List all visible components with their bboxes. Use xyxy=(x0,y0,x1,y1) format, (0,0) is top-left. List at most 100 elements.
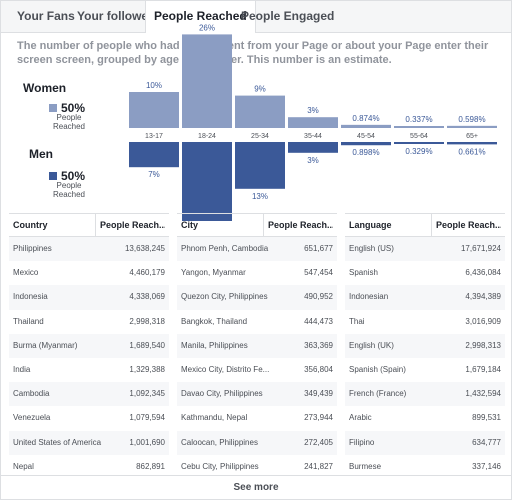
data-label-women: 10% xyxy=(146,81,162,90)
data-label-women: 26% xyxy=(199,23,215,32)
table-row: Philippines 13,638,245 xyxy=(9,237,169,262)
row-value: 1,689,540 xyxy=(129,340,165,350)
table-row: Cebu City, Philippines 241,827 xyxy=(177,455,337,479)
table-row: Filipino 634,777 xyxy=(345,430,505,455)
row-value: 1,092,345 xyxy=(129,389,165,399)
row-label: Kathmandu, Nepal xyxy=(181,413,248,423)
city-table: City People Reach... Phnom Penh, Cambodi… xyxy=(177,213,337,479)
row-value: 273,944 xyxy=(304,413,333,423)
row-label: Burma (Myanmar) xyxy=(13,340,78,350)
bar-women xyxy=(129,92,179,128)
table-row: Spanish (Spain) 1,679,184 xyxy=(345,358,505,382)
column-header[interactable]: Country xyxy=(13,220,48,230)
row-value: 4,394,389 xyxy=(465,292,501,302)
category-label: 25-34 xyxy=(251,133,269,140)
row-label: Quezon City, Philippines xyxy=(181,292,268,302)
row-label: Bangkok, Thailand xyxy=(181,316,248,326)
table-row: Mexico City, Distrito Fe... 356,804 xyxy=(177,358,337,382)
row-label: Spanish (Spain) xyxy=(349,364,406,374)
column-header[interactable]: People Reach... xyxy=(263,214,333,236)
bar-men xyxy=(447,142,497,145)
row-value: 2,998,313 xyxy=(465,340,501,350)
column-header[interactable]: People Reach... xyxy=(431,214,501,236)
row-value: 363,369 xyxy=(304,340,333,350)
column-header[interactable]: City xyxy=(181,220,199,230)
bar-women xyxy=(288,117,338,128)
row-label: Indonesian xyxy=(349,292,389,302)
row-label: Caloocan, Philippines xyxy=(181,437,258,447)
bar-men xyxy=(394,142,444,144)
row-value: 1,079,594 xyxy=(129,413,165,423)
legend-men-percent: 50% xyxy=(61,169,86,183)
table-row: Burmese 337,146 xyxy=(345,455,505,479)
data-label-men: 13% xyxy=(252,192,268,201)
table-row: Indonesia 4,338,069 xyxy=(9,285,169,310)
table-header: City People Reach... xyxy=(177,213,337,237)
row-label: India xyxy=(13,364,31,374)
table-row: Arabic 899,531 xyxy=(345,406,505,430)
tab-your-fans[interactable]: Your Fans xyxy=(17,9,75,23)
category-label: 13-17 xyxy=(145,133,163,140)
data-label-women: 0.337% xyxy=(405,115,432,124)
table-row: Indonesian 4,394,389 xyxy=(345,285,505,310)
row-label: English (US) xyxy=(349,244,394,253)
row-value: 3,016,909 xyxy=(465,316,501,326)
table-row: Phnom Penh, Cambodia 651,677 xyxy=(177,237,337,262)
row-value: 1,432,594 xyxy=(465,389,501,399)
table-row: Manila, Philippines 363,369 xyxy=(177,333,337,358)
table-row: Cambodia 1,092,345 xyxy=(9,382,169,407)
row-value: 349,439 xyxy=(304,389,333,399)
bar-men xyxy=(288,142,338,153)
row-value: 899,531 xyxy=(472,413,501,423)
data-label-women: 0.874% xyxy=(352,114,379,123)
tab-people-engaged[interactable]: People Engaged xyxy=(241,9,335,23)
bar-men xyxy=(182,142,232,221)
category-label: 45-54 xyxy=(357,133,375,140)
row-value: 634,777 xyxy=(472,437,501,447)
data-label-men: 7% xyxy=(148,170,160,179)
table-row: United States of America 1,001,690 xyxy=(9,430,169,455)
table-row: Thailand 2,998,318 xyxy=(9,310,169,334)
row-value: 1,679,184 xyxy=(465,364,501,374)
row-label: Arabic xyxy=(349,413,372,423)
tab-people-reached[interactable]: People Reached xyxy=(145,1,256,33)
table-row: English (US) 17,671,924 xyxy=(345,237,505,262)
row-label: Indonesia xyxy=(13,292,48,302)
table-row: Quezon City, Philippines 490,952 xyxy=(177,285,337,310)
table-row: Yangon, Myanmar 547,454 xyxy=(177,261,337,285)
see-more-button[interactable]: See more xyxy=(1,475,511,499)
table-row: Burma (Myanmar) 1,689,540 xyxy=(9,333,169,358)
language-table: Language People Reach... English (US) 17,… xyxy=(345,213,505,479)
data-label-women: 9% xyxy=(254,85,266,94)
category-label: 35-44 xyxy=(304,133,322,140)
row-label: Davao City, Philippines xyxy=(181,389,263,399)
category-label: 55-64 xyxy=(410,133,428,140)
tab-your-followers[interactable]: Your followers xyxy=(77,9,160,23)
table-row: English (UK) 2,998,313 xyxy=(345,333,505,358)
legend-women-percent: 50% xyxy=(61,101,86,115)
table-row: Mexico 4,460,179 xyxy=(9,261,169,285)
row-value: 272,405 xyxy=(304,437,333,447)
row-label: Nepal xyxy=(13,461,34,471)
row-label: Mexico City, Distrito Fe... xyxy=(181,364,270,374)
row-value: 4,338,069 xyxy=(129,292,165,302)
row-label: Cambodia xyxy=(13,389,50,399)
table-row: India 1,329,388 xyxy=(9,358,169,382)
table-row: Davao City, Philippines 349,439 xyxy=(177,382,337,407)
tab-bar: Your Fans Your followers People Reached … xyxy=(1,1,511,33)
table-row: Nepal 862,891 xyxy=(9,455,169,479)
row-value: 1,001,690 xyxy=(129,437,165,447)
column-header[interactable]: People Reach... xyxy=(95,214,165,236)
row-label: French (France) xyxy=(349,389,407,399)
row-label: Manila, Philippines xyxy=(181,340,248,350)
legend-women-title: Women xyxy=(23,81,67,95)
legend-men-swatch xyxy=(49,172,57,180)
row-label: Thai xyxy=(349,316,365,326)
row-label: Cebu City, Philippines xyxy=(181,461,259,471)
table-header: Language People Reach... xyxy=(345,213,505,237)
column-header[interactable]: Language xyxy=(349,220,392,230)
row-value: 356,804 xyxy=(304,364,333,374)
bar-men xyxy=(235,142,285,189)
age-gender-chart: 13-1710%7%18-2426%26%25-349%13%35-443%3%… xyxy=(129,23,497,221)
